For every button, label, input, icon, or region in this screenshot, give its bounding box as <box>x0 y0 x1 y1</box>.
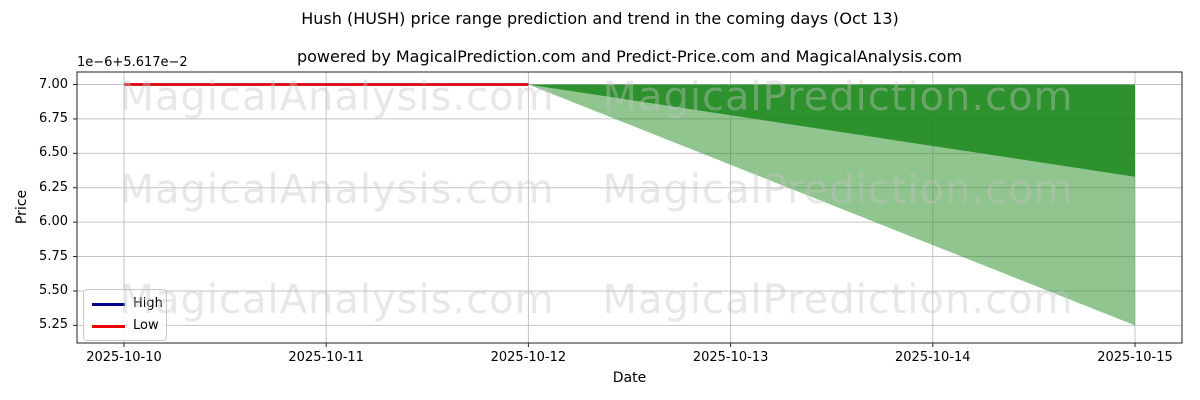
x-axis-label: Date <box>612 370 647 386</box>
high-line-swatch <box>92 302 125 306</box>
y-axis-offset-text: 1e−6+5.617e−2 <box>77 55 188 70</box>
legend-label-low: Low <box>133 318 159 333</box>
watermark-text: MagicalPrediction.com <box>602 167 1074 213</box>
legend: High Low <box>83 289 167 341</box>
watermark-text: MagicalAnalysis.com <box>119 74 555 120</box>
y-tick-label: 5.25 <box>39 317 68 333</box>
y-tick-label: 6.50 <box>39 145 68 161</box>
y-tick-label: 6.75 <box>39 110 68 126</box>
watermark-text: MagicalAnalysis.com <box>119 277 555 323</box>
x-tick-label: 2025-10-10 <box>86 350 162 365</box>
axes-frame <box>76 71 1183 344</box>
chart-subtitle: powered by MagicalPrediction.com and Pre… <box>296 47 963 66</box>
x-tick-label: 2025-10-13 <box>692 350 769 365</box>
x-tick-label: 2025-10-11 <box>288 350 364 365</box>
chart-title: Hush (HUSH) price range prediction and t… <box>301 9 899 28</box>
y-tick-label: 5.50 <box>39 282 68 298</box>
predicted-inner-range-band <box>528 84 1135 177</box>
low-line-swatch <box>92 324 125 328</box>
watermark-text: MagicalPrediction.com <box>602 74 1074 120</box>
y-tick-label: 5.75 <box>39 248 68 264</box>
watermark-text: MagicalAnalysis.com <box>119 167 555 213</box>
legend-entry-low: Low <box>92 318 159 333</box>
y-tick-label: 7.00 <box>39 76 68 92</box>
y-tick-label: 6.25 <box>39 179 68 195</box>
legend-entry-high: High <box>92 297 163 311</box>
legend-label-high: High <box>133 296 163 311</box>
y-tick-label: 6.00 <box>39 214 68 230</box>
x-tick-label: 2025-10-12 <box>490 350 567 365</box>
x-tick-label: 2025-10-15 <box>1097 350 1173 365</box>
x-tick-label: 2025-10-14 <box>895 350 971 365</box>
watermark-text: MagicalPrediction.com <box>602 277 1074 323</box>
